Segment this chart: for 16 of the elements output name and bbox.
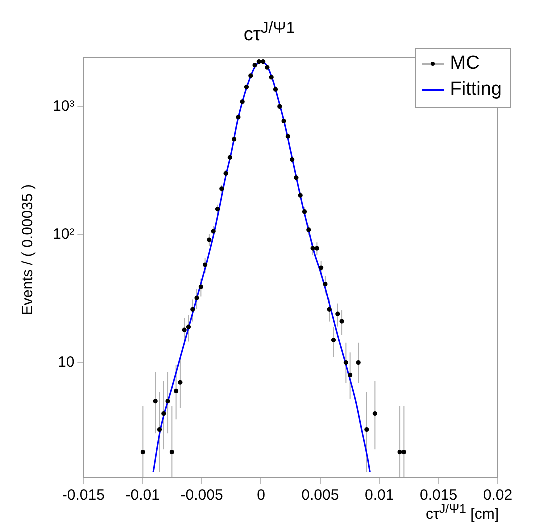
x-tick-label: 0.01	[365, 487, 394, 504]
x-tick-label: -0.015	[62, 487, 105, 504]
x-tick-label: -0.005	[180, 487, 224, 504]
x-tick-label: 0.015	[420, 487, 458, 504]
y-tick-label: 10³	[52, 98, 75, 115]
y-tick-label: 10²	[52, 226, 75, 243]
x-tick-label: 0.02	[483, 487, 513, 504]
chart-title: cτ$^{J/Ψ1}$	[242, 20, 296, 46]
x-tick-label: 0	[257, 487, 266, 504]
x-axis-title: cτ$^{J/Ψ1}$ [cm]	[426, 502, 499, 523]
legend-label: Fitting	[450, 78, 502, 102]
y-axis-title: Events / ( 0.00035 )	[20, 184, 36, 316]
x-tick-label: -0.01	[126, 487, 160, 504]
y-tick-label: 10	[58, 354, 75, 371]
x-tick-label: 0.005	[302, 487, 340, 504]
legend-label: MC	[450, 52, 480, 76]
